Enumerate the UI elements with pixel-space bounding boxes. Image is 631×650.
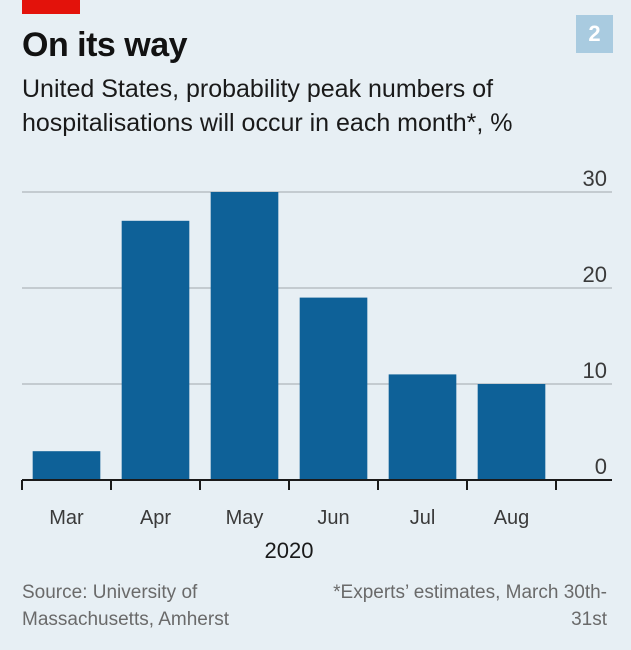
x-tick-label: May	[226, 507, 264, 529]
y-tick-label: 10	[583, 358, 607, 383]
bar-may	[210, 192, 279, 480]
x-axis-year-label: 2020	[265, 538, 314, 563]
bar-jun	[299, 297, 368, 480]
bar-aug	[477, 384, 546, 480]
chart-number-badge: 2	[576, 15, 613, 53]
y-tick-label: 30	[583, 166, 607, 191]
x-tick-label: Jun	[317, 507, 349, 529]
y-tick-label: 20	[583, 262, 607, 287]
x-tick-label: Jul	[410, 507, 436, 529]
source-note: Source: University of Massachusetts, Amh…	[22, 582, 229, 630]
bar-chart: 0 10 20 30 Mar Apr May Jun Jul Aug 2020	[21, 166, 612, 563]
x-tick-label: Apr	[140, 507, 171, 529]
chart-title: On its way	[22, 26, 188, 64]
footnote: *Experts’ estimates, March 30th-31st	[333, 582, 607, 630]
bar-jul	[388, 374, 457, 480]
x-tick-label: Aug	[494, 507, 530, 529]
brand-red-tag	[22, 0, 80, 14]
chart-subtitle: United States, probability peak numbers …	[22, 75, 513, 137]
bar-mar	[32, 451, 101, 480]
x-tick-label: Mar	[49, 507, 84, 529]
bar-apr	[121, 220, 190, 481]
y-tick-label: 0	[595, 454, 607, 479]
